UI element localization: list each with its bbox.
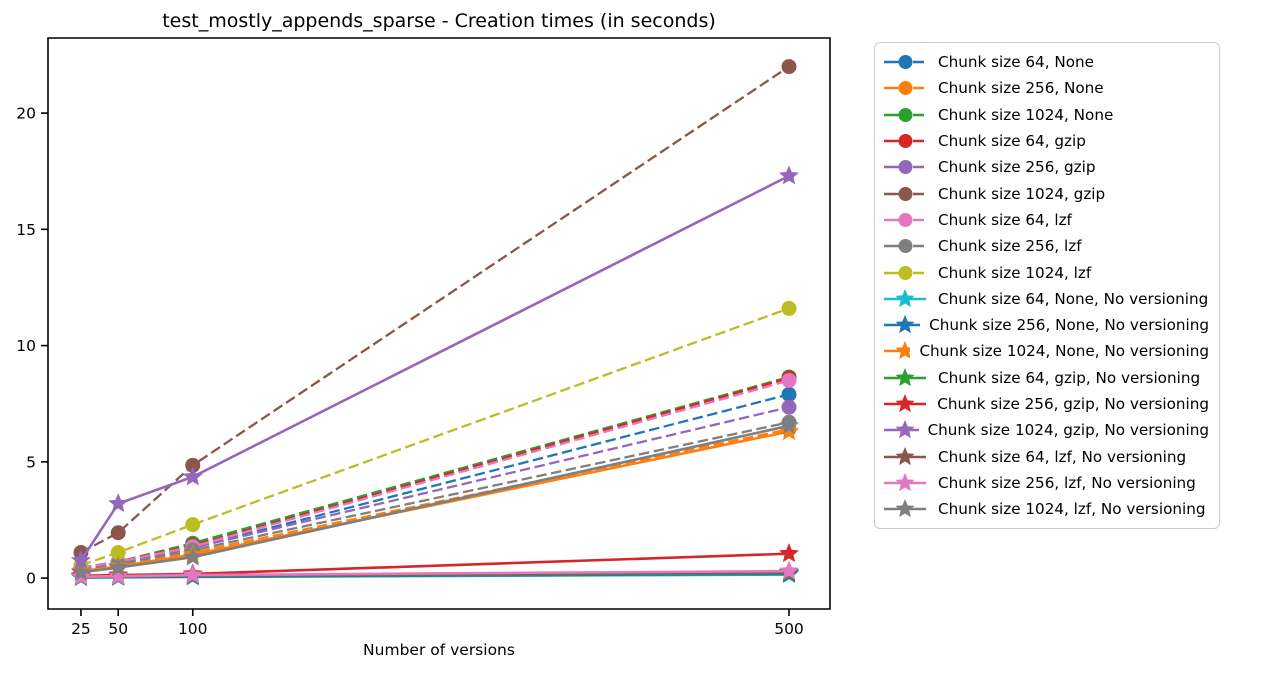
legend-entry-label: Chunk size 1024, None xyxy=(938,105,1114,124)
series-marker-14 xyxy=(779,165,799,185)
legend-entry: Chunk size 64, None xyxy=(883,49,1209,75)
legend-entry: Chunk size 256, gzip, No versioning xyxy=(883,391,1209,417)
series-marker-5 xyxy=(185,457,201,473)
legend-solid-star-swatch xyxy=(884,472,926,491)
series-marker-17 xyxy=(70,561,91,581)
chart-title: test_mostly_appends_sparse - Creation ti… xyxy=(162,10,716,32)
series-marker-5 xyxy=(781,59,797,75)
legend-entry-label: Chunk size 64, None, No versioning xyxy=(938,289,1209,308)
legend-entry: Chunk size 64, lzf, No versioning xyxy=(883,443,1209,469)
legend-entry-label: Chunk size 256, lzf, No versioning xyxy=(938,473,1196,492)
legend-entry: Chunk size 256, None xyxy=(883,75,1209,101)
series-line-6 xyxy=(80,379,790,569)
legend-solid-star-swatch xyxy=(884,420,919,439)
legend-dashed-circle-swatch xyxy=(884,134,924,149)
legend-entry-label: Chunk size 256, gzip, No versioning xyxy=(937,395,1209,413)
series-marker-13 xyxy=(779,543,799,563)
y-tick-label: 5 xyxy=(26,453,36,471)
y-tick-label: 15 xyxy=(16,221,36,239)
legend-entry: Chunk size 1024, gzip xyxy=(883,180,1209,206)
series-line-5 xyxy=(80,65,790,554)
series-marker-17 xyxy=(108,557,129,577)
legend-solid-star-swatch xyxy=(884,394,926,413)
legend-entry-label: Chunk size 1024, gzip, No versioning xyxy=(927,421,1209,440)
series-marker-14 xyxy=(108,493,129,513)
series-line-17 xyxy=(80,424,790,574)
legend-entry: Chunk size 1024, None xyxy=(883,102,1209,128)
y-tick-label: 20 xyxy=(16,105,36,123)
legend-dashed-circle-swatch xyxy=(884,55,924,70)
x-tick-label: 50 xyxy=(108,620,128,638)
series-marker-14 xyxy=(70,550,91,570)
plot-spines xyxy=(47,37,831,610)
legend-entry-label: Chunk size 1024, lzf xyxy=(938,263,1092,282)
legend-entry: Chunk size 64, gzip, No versioning xyxy=(883,365,1209,391)
legend-solid-star-swatch xyxy=(884,367,926,386)
series-marker-8 xyxy=(185,517,201,533)
legend-entry: Chunk size 256, lzf xyxy=(883,233,1209,259)
legend-entry: Chunk size 1024, None, No versioning xyxy=(883,338,1209,364)
legend-entry-label: Chunk size 64, None xyxy=(938,53,1094,72)
series-marker-8 xyxy=(110,545,126,561)
legend-solid-star-swatch xyxy=(884,315,921,334)
legend-entry-label: Chunk size 256, None xyxy=(938,79,1104,98)
legend-dashed-circle-swatch xyxy=(884,265,924,280)
legend-entry: Chunk size 1024, lzf xyxy=(883,259,1209,285)
legend-entry: Chunk size 64, None, No versioning xyxy=(883,286,1209,312)
legend-entry-label: Chunk size 1024, gzip xyxy=(938,184,1106,203)
series-line-7 xyxy=(80,421,790,572)
legend-entry-label: Chunk size 64, gzip xyxy=(938,132,1086,151)
x-tick-label: 25 xyxy=(71,620,91,638)
series-line-14 xyxy=(79,174,790,562)
y-tick-label: 10 xyxy=(16,337,36,355)
legend-entry: Chunk size 64, lzf xyxy=(883,207,1209,233)
legend-entry: Chunk size 256, lzf, No versioning xyxy=(883,470,1209,496)
legend-dashed-circle-swatch xyxy=(884,239,924,254)
x-axis-label: Number of versions xyxy=(363,641,515,659)
x-tick-label: 500 xyxy=(774,620,804,638)
legend-entry: Chunk size 1024, lzf, No versioning xyxy=(883,496,1209,522)
legend-entry: Chunk size 256, None, No versioning xyxy=(883,312,1209,338)
series-line-8 xyxy=(80,307,790,567)
legend-solid-star-swatch xyxy=(884,341,911,360)
series-marker-5 xyxy=(110,525,126,541)
legend-solid-star-swatch xyxy=(884,288,926,307)
legend-solid-star-swatch xyxy=(884,499,926,518)
series-marker-17 xyxy=(779,415,799,435)
legend-dashed-circle-swatch xyxy=(884,107,924,122)
series-marker-16 xyxy=(182,564,203,584)
series-marker-14 xyxy=(182,466,203,486)
series-marker-11 xyxy=(779,421,799,441)
legend-entry: Chunk size 1024, gzip, No versioning xyxy=(883,417,1209,443)
series-marker-8 xyxy=(781,300,797,316)
legend-dashed-circle-swatch xyxy=(884,186,924,201)
legend-box: Chunk size 64, None Chunk size 256, None C… xyxy=(874,42,1220,530)
series-marker-0 xyxy=(781,386,797,402)
series-marker-16 xyxy=(108,565,129,585)
series-marker-16 xyxy=(779,560,799,580)
legend-entry-label: Chunk size 64, gzip, No versioning xyxy=(938,368,1201,387)
legend-entry-label: Chunk size 256, None, No versioning xyxy=(929,316,1209,335)
legend-dashed-circle-swatch xyxy=(884,212,924,227)
series-marker-17 xyxy=(182,546,203,566)
series-marker-4 xyxy=(781,399,797,415)
legend-dashed-circle-swatch xyxy=(884,81,924,96)
legend-solid-star-swatch xyxy=(884,446,926,465)
series-marker-6 xyxy=(781,372,797,388)
series-line-16 xyxy=(80,569,790,578)
legend-entry-label: Chunk size 256, gzip xyxy=(938,158,1096,177)
legend-dashed-circle-swatch xyxy=(884,160,924,175)
legend-entry-label: Chunk size 64, lzf, No versioning xyxy=(938,447,1187,466)
legend-entry: Chunk size 64, gzip xyxy=(883,128,1209,154)
legend-entry-label: Chunk size 1024, None, No versioning xyxy=(919,342,1209,361)
legend-entry: Chunk size 256, gzip xyxy=(883,154,1209,180)
legend-entry-label: Chunk size 64, lzf xyxy=(938,210,1072,229)
y-tick-label: 0 xyxy=(26,570,36,588)
legend-entry-label: Chunk size 1024, lzf, No versioning xyxy=(938,500,1206,519)
legend-entry-label: Chunk size 256, lzf xyxy=(938,237,1082,256)
x-tick-label: 100 xyxy=(178,620,208,638)
